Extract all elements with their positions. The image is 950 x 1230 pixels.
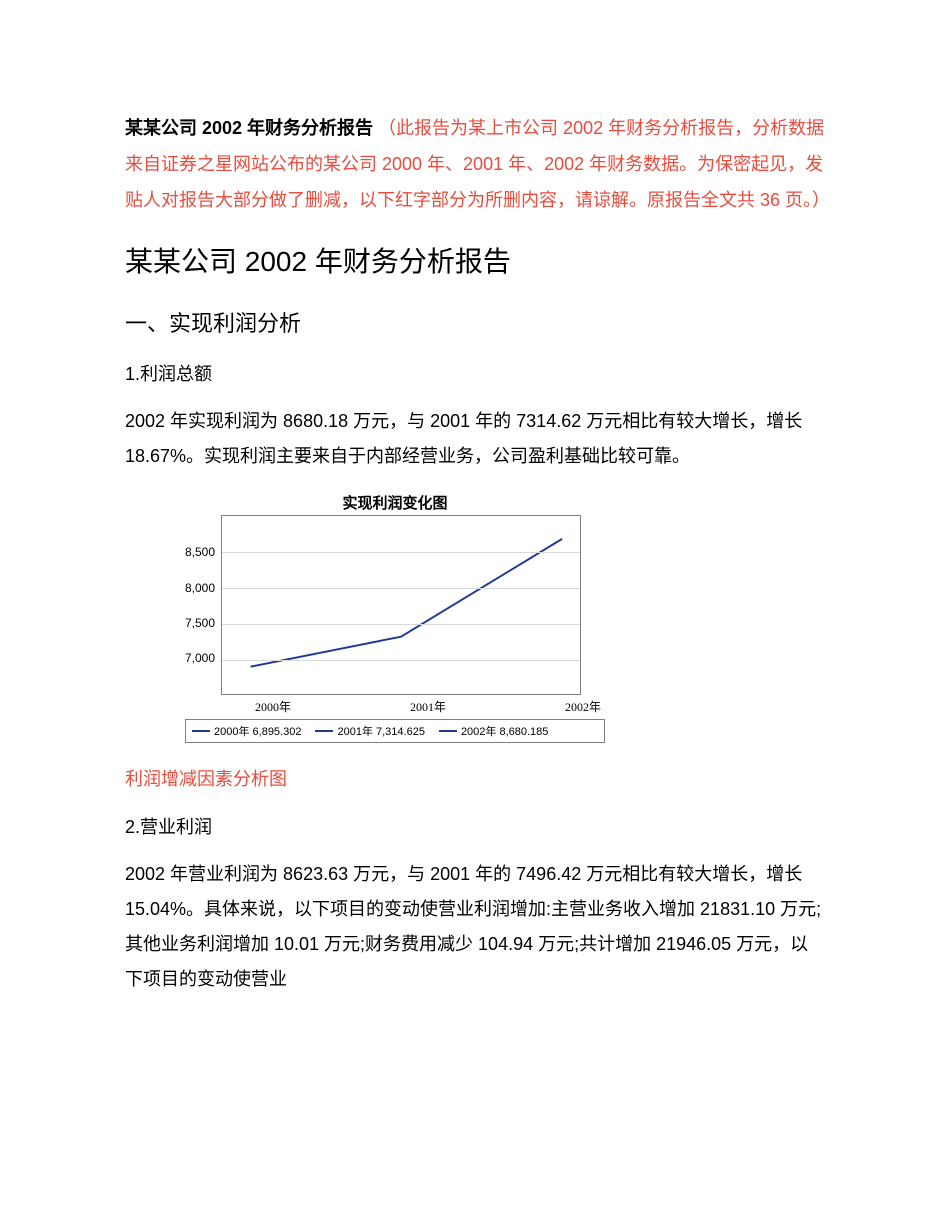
y-tick-label: 8,500	[185, 545, 215, 559]
chart-legend: 2000年 6,895.302 2001年 7,314.625 2002年 8,68…	[185, 719, 605, 743]
document-title: 某某公司 2002 年财务分析报告	[125, 240, 825, 280]
legend-swatch	[192, 730, 210, 732]
para-operating-profit: 2002 年营业利润为 8623.63 万元，与 2001 年的 7496.42…	[125, 857, 825, 997]
y-tick-label: 7,000	[185, 651, 215, 665]
legend-label: 2002年 8,680.185	[461, 723, 548, 739]
y-tick-label: 7,500	[185, 616, 215, 630]
x-tick-label: 2000年	[255, 698, 291, 715]
x-tick-label: 2002年	[565, 698, 601, 715]
legend-label: 2000年 6,895.302	[214, 723, 301, 739]
legend-item: 2002年 8,680.185	[439, 723, 548, 739]
chart-x-axis: 2000年 2001年 2002年	[245, 695, 605, 715]
chart-y-axis: 8,500 8,000 7,500 7,000	[185, 515, 221, 695]
intro-black-prefix: 某某公司 2002 年财务分析报告	[125, 118, 373, 138]
subsection-1-1-heading: 1.利润总额	[125, 360, 825, 386]
subsection-1-2-heading: 2.营业利润	[125, 813, 825, 839]
para-profit-total: 2002 年实现利润为 8680.18 万元，与 2001 年的 7314.62…	[125, 404, 825, 474]
intro-paragraph: 某某公司 2002 年财务分析报告 （此报告为某上市公司 2002 年财务分析报…	[125, 110, 825, 218]
chart-line	[222, 516, 580, 695]
deleted-chart-placeholder: 利润增减因素分析图	[125, 765, 825, 791]
legend-label: 2001年 7,314.625	[337, 723, 424, 739]
legend-item: 2000年 6,895.302	[192, 723, 301, 739]
legend-swatch	[315, 730, 333, 732]
legend-swatch	[439, 730, 457, 732]
y-tick-label: 8,000	[185, 581, 215, 595]
chart-plot-area	[221, 515, 581, 695]
chart-title: 实现利润变化图	[185, 492, 605, 513]
section-1-heading: 一、实现利润分析	[125, 306, 825, 338]
x-tick-label: 2001年	[410, 698, 446, 715]
profit-chart: 实现利润变化图 8,5008,0007,5007,000 2000年2001年2…	[185, 492, 825, 743]
legend-item: 2001年 7,314.625	[315, 723, 424, 739]
